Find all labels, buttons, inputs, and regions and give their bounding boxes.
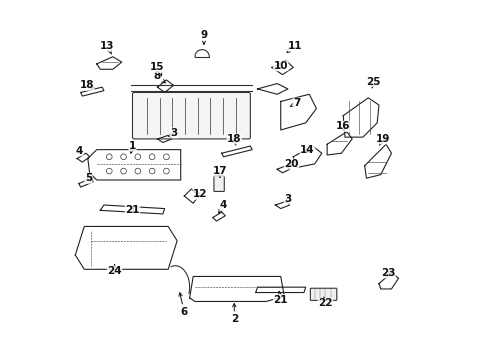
Text: 4: 4 [76, 146, 83, 156]
Text: 20: 20 [284, 159, 299, 169]
Text: 3: 3 [169, 128, 177, 138]
Text: 10: 10 [273, 61, 288, 71]
Text: 16: 16 [336, 121, 350, 131]
FancyBboxPatch shape [132, 93, 250, 139]
Text: 23: 23 [381, 268, 395, 278]
Text: 18: 18 [227, 134, 242, 145]
Text: 11: 11 [287, 41, 302, 53]
Text: 8: 8 [154, 71, 165, 83]
Text: 6: 6 [179, 293, 188, 317]
Text: 12: 12 [193, 189, 208, 199]
Text: 24: 24 [107, 265, 122, 276]
Text: 2: 2 [231, 303, 238, 324]
FancyBboxPatch shape [310, 288, 337, 300]
Text: 22: 22 [318, 297, 333, 308]
Text: 7: 7 [290, 98, 300, 108]
Text: 1: 1 [129, 141, 136, 153]
Text: 18: 18 [80, 80, 95, 90]
Text: 21: 21 [273, 291, 288, 305]
Text: 13: 13 [100, 41, 115, 54]
FancyBboxPatch shape [214, 176, 224, 192]
Text: 17: 17 [213, 166, 227, 177]
Text: 15: 15 [150, 63, 165, 76]
Text: 3: 3 [284, 194, 292, 204]
Text: 9: 9 [200, 30, 207, 44]
Text: 25: 25 [367, 77, 381, 88]
Text: 14: 14 [300, 145, 315, 155]
Text: 5: 5 [85, 173, 92, 183]
Text: 4: 4 [219, 200, 227, 213]
Text: 19: 19 [375, 134, 390, 145]
Text: 21: 21 [125, 205, 140, 215]
